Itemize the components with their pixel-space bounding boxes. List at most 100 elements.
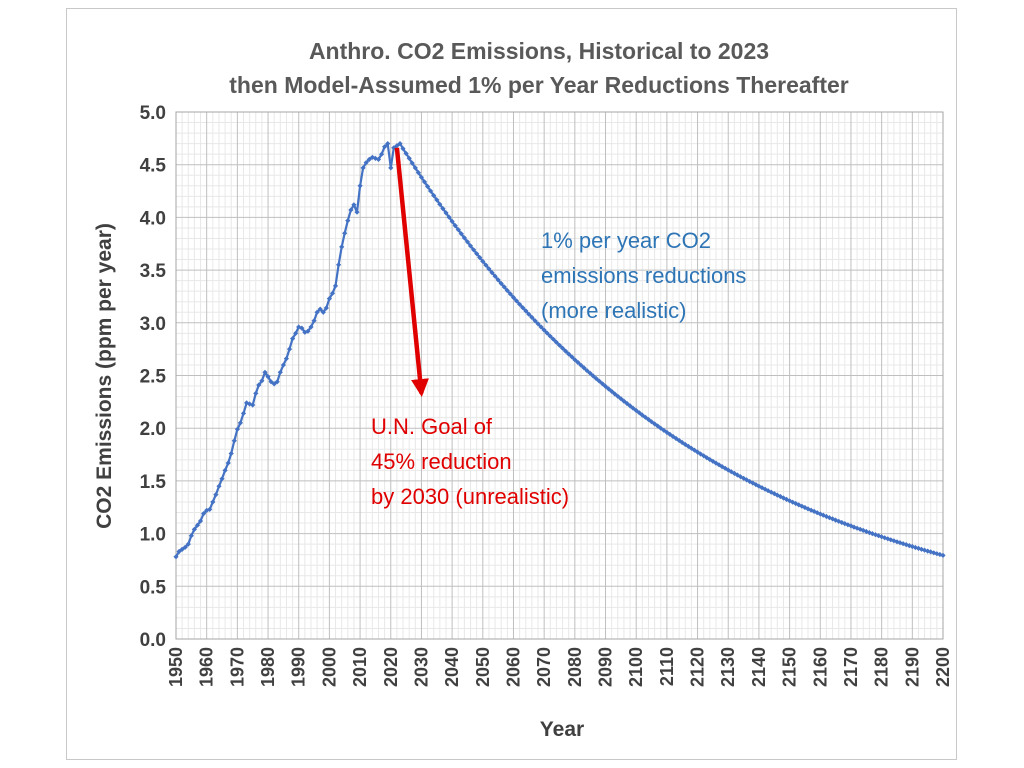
data-point-marker: [581, 365, 587, 371]
data-point-marker: [234, 426, 240, 432]
emissions-series: [173, 141, 946, 560]
data-point-marker: [627, 403, 633, 409]
data-point-marker: [244, 400, 250, 406]
data-point-marker: [302, 329, 308, 335]
data-point-marker: [305, 328, 311, 334]
annotation-un-goal: U.N. Goal of 45% reduction by 2030 (unre…: [371, 414, 569, 509]
annotation-un-goal-line-1: U.N. Goal of: [371, 414, 493, 439]
data-point-marker: [397, 141, 403, 147]
data-point-marker: [461, 235, 467, 241]
data-point-marker: [452, 223, 458, 229]
data-point-marker: [428, 188, 434, 194]
y-tick-label: 1.5: [140, 472, 167, 493]
data-point-marker: [633, 407, 639, 414]
data-point-marker: [443, 210, 449, 216]
data-point-marker: [731, 470, 737, 476]
data-point-marker: [599, 381, 606, 387]
data-point-marker: [207, 506, 213, 512]
data-point-marker: [593, 376, 599, 382]
data-point-marker: [204, 507, 210, 513]
chart-title-line-2: then Model-Assumed 1% per Year Reduction…: [229, 72, 849, 98]
data-point-marker: [323, 305, 329, 311]
x-tick-label: 2100: [626, 647, 646, 687]
x-tick-label: 1990: [289, 647, 309, 687]
data-point-marker: [664, 429, 670, 435]
data-point-marker: [774, 492, 780, 498]
data-point-marker: [437, 201, 443, 207]
data-point-marker: [492, 273, 498, 279]
data-point-marker: [507, 291, 513, 297]
data-point-marker: [360, 165, 366, 171]
data-point-marker: [400, 146, 406, 152]
x-tick-label: 2050: [473, 647, 493, 687]
data-point-marker: [216, 483, 222, 489]
data-point-marker: [796, 502, 802, 508]
data-point-marker: [418, 174, 424, 180]
data-point-marker: [685, 443, 691, 449]
data-point-marker: [744, 477, 750, 483]
data-point-marker: [805, 506, 811, 512]
data-point-marker: [354, 209, 360, 215]
data-point-marker: [197, 518, 204, 524]
data-point-marker: [357, 183, 363, 189]
x-tick-label: 2180: [872, 647, 892, 687]
data-point-marker: [421, 179, 428, 185]
y-tick-label: 3.5: [140, 261, 167, 282]
x-tick-label: 2170: [841, 647, 861, 687]
data-point-marker: [563, 348, 569, 354]
data-point-marker: [771, 491, 777, 497]
chart-title: Anthro. CO2 Emissions, Historical to 202…: [229, 38, 849, 98]
data-point-marker: [618, 396, 624, 402]
data-point-marker: [701, 453, 707, 459]
data-point-marker: [342, 230, 348, 236]
x-tick-label: 2040: [442, 647, 462, 687]
data-point-marker: [458, 231, 464, 237]
data-point-marker: [667, 431, 673, 437]
data-point-marker: [716, 462, 722, 468]
data-point-marker: [293, 330, 299, 336]
data-point-marker: [339, 244, 345, 250]
x-tick-label: 2090: [596, 647, 616, 687]
data-point-marker: [566, 351, 572, 357]
data-point-marker: [655, 423, 661, 429]
data-point-marker: [541, 327, 547, 333]
data-point-marker: [578, 362, 584, 368]
data-point-marker: [489, 270, 495, 276]
data-point-marker: [532, 318, 538, 324]
data-point-marker: [464, 239, 471, 245]
data-point-marker: [286, 346, 293, 352]
data-point-marker: [569, 354, 575, 360]
data-point-marker: [222, 467, 228, 473]
data-point-marker: [621, 398, 627, 404]
data-point-marker: [596, 378, 602, 384]
data-point-marker: [783, 496, 790, 502]
data-point-marker: [265, 374, 271, 380]
data-point-marker: [652, 421, 658, 427]
data-point-marker: [388, 165, 394, 171]
x-tick-label: 1980: [258, 647, 278, 687]
data-point-marker: [713, 460, 719, 466]
data-point-marker: [219, 476, 225, 482]
data-point-marker: [547, 333, 553, 339]
y-tick-label: 4.0: [140, 208, 166, 229]
data-point-marker: [658, 425, 664, 431]
annotation-realistic-line-1: 1% per year CO2: [541, 228, 711, 253]
annotation-realistic: 1% per year CO2 emissions reductions (mo…: [541, 228, 746, 323]
data-point-marker: [612, 391, 618, 397]
annotation-un-goal-line-2: 45% reduction: [371, 449, 512, 474]
chart-title-line-1: Anthro. CO2 Emissions, Historical to 202…: [309, 38, 769, 64]
data-point-marker: [363, 160, 369, 166]
data-point-marker: [194, 522, 201, 528]
data-point-marker: [722, 465, 728, 471]
data-point-marker: [606, 386, 612, 392]
x-tick-label: 2110: [657, 647, 677, 686]
data-point-marker: [366, 156, 372, 163]
data-point-marker: [572, 357, 578, 363]
data-point-marker: [308, 324, 314, 330]
data-point-marker: [688, 445, 694, 451]
data-point-marker: [504, 287, 510, 294]
data-point-marker: [513, 298, 520, 304]
data-point-marker: [535, 321, 541, 327]
data-point-marker: [624, 400, 630, 407]
